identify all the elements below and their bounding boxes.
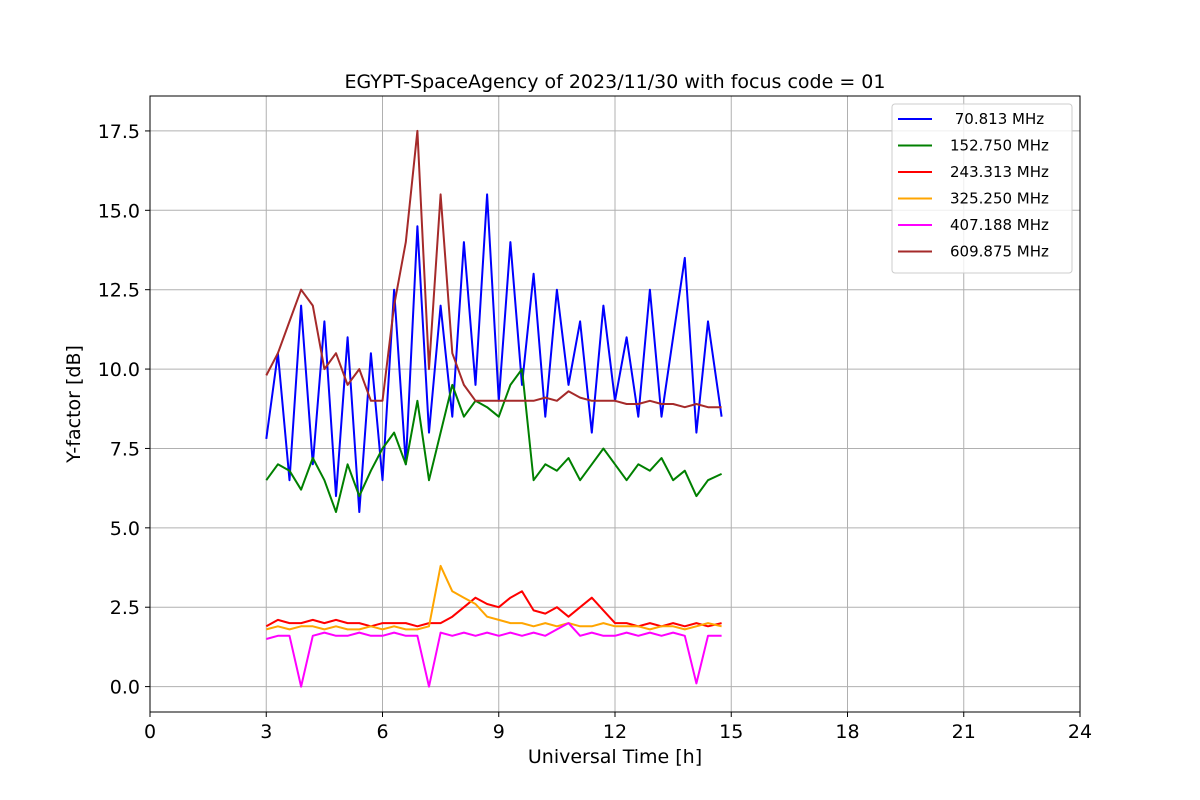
y-tick-label: 0.0 — [110, 677, 140, 699]
x-tick-label: 21 — [952, 721, 976, 743]
series-line — [265, 193, 723, 513]
y-tick-label: 12.5 — [98, 280, 140, 302]
series-layer — [265, 129, 723, 688]
legend-box — [891, 103, 1073, 274]
series-line — [266, 564, 722, 631]
x-tick-label: 6 — [376, 721, 388, 743]
legend: 70.813 MHz 152.750 MHz 243.313 MHz 325.250 … — [891, 103, 1073, 274]
x-tick-label: 15 — [719, 721, 743, 743]
legend-items: 70.813 MHz 152.750 MHz 243.313 MHz 325.250 … — [898, 110, 1049, 261]
chart-title: EGYPT-SpaceAgency of 2023/11/30 with foc… — [345, 71, 886, 93]
x-tick-label: 24 — [1068, 721, 1092, 743]
legend-label: 152.750 MHz — [950, 137, 1049, 155]
y-tick-label: 2.5 — [110, 597, 140, 619]
ticks: 0 3 6 9 12 15 18 21 24 0.0 2.5 5.0 7.5 10.0 12.5 15.0 17… — [98, 121, 1092, 743]
x-tick-label: 18 — [835, 721, 859, 743]
y-tick-label: 10.0 — [98, 359, 140, 381]
legend-label: 325.250 MHz — [950, 190, 1049, 208]
x-axis-label: Universal Time [h] — [528, 746, 702, 768]
series-line — [265, 590, 722, 628]
x-tick-label: 12 — [603, 721, 627, 743]
series-line — [265, 368, 723, 513]
legend-label: 609.875 MHz — [950, 243, 1049, 261]
series-line — [265, 129, 722, 409]
y-tick-label: 7.5 — [110, 438, 140, 460]
series-line — [266, 622, 722, 688]
x-tick-label: 0 — [144, 721, 156, 743]
y-tick-label: 15.0 — [98, 200, 140, 222]
legend-label: 407.188 MHz — [950, 216, 1049, 234]
x-tick-label: 3 — [260, 721, 272, 743]
legend-label: 243.313 MHz — [950, 163, 1049, 181]
y-tick-label: 5.0 — [110, 518, 140, 540]
x-tick-label: 9 — [493, 721, 505, 743]
y-axis-label: Y-factor [dB] — [63, 345, 85, 464]
legend-label: 70.813 MHz — [950, 110, 1044, 128]
y-tick-label: 17.5 — [98, 121, 140, 143]
